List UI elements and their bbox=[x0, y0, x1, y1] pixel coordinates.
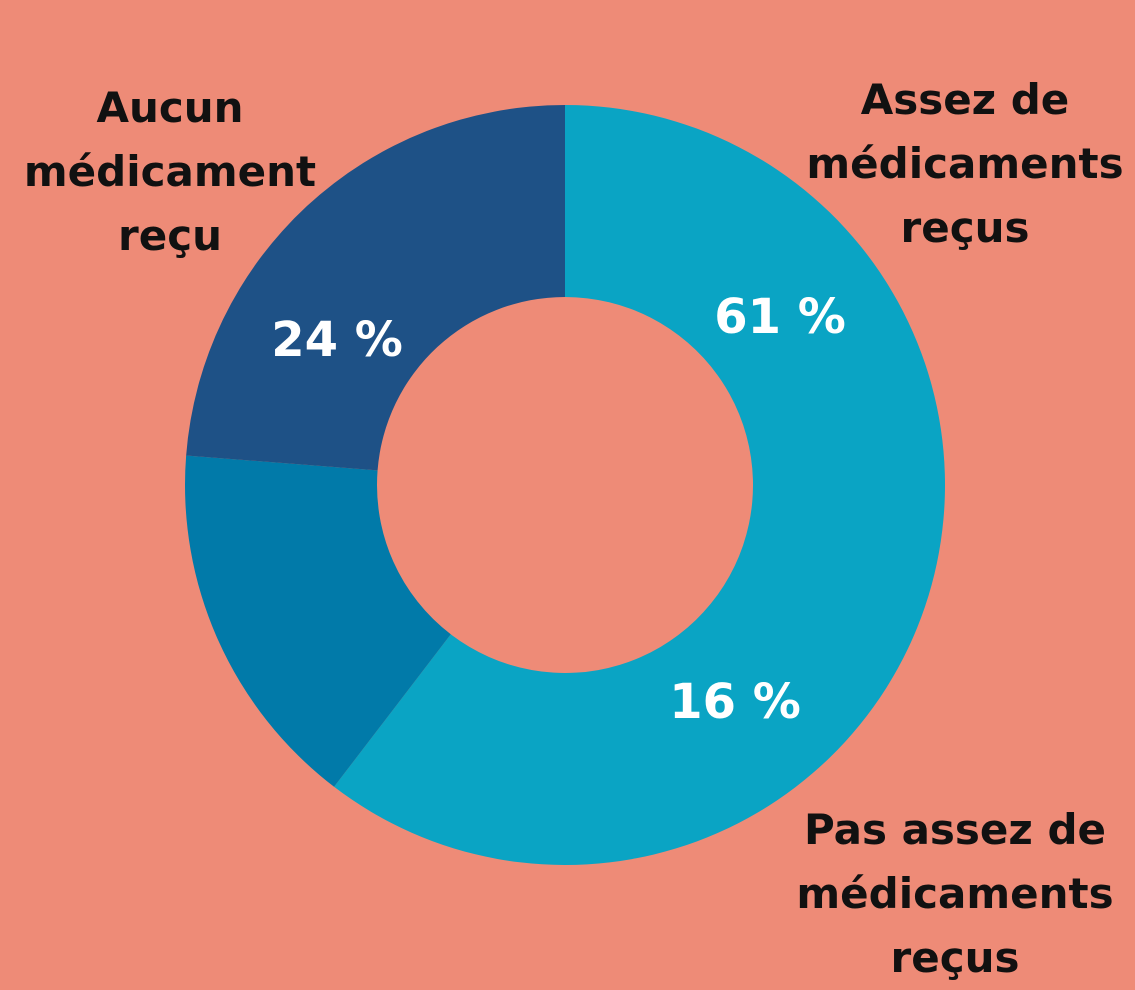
category-label: Aucun médicament reçu bbox=[23, 83, 317, 260]
donut-segment bbox=[186, 105, 565, 471]
donut-segment bbox=[185, 455, 451, 787]
value-label: 61 % bbox=[714, 289, 846, 345]
category-label: Assez de médicaments reçus bbox=[806, 75, 1124, 252]
chart: 61 % 16 % 24 % bbox=[185, 105, 946, 865]
value-label: 24 % bbox=[271, 312, 403, 368]
page: {"chart_data": {"type": "donut", "catego… bbox=[23, 75, 1124, 982]
category-label: Pas assez de médicaments reçus bbox=[796, 805, 1114, 982]
donut-segment bbox=[334, 105, 946, 865]
value-label: 16 % bbox=[669, 674, 801, 730]
